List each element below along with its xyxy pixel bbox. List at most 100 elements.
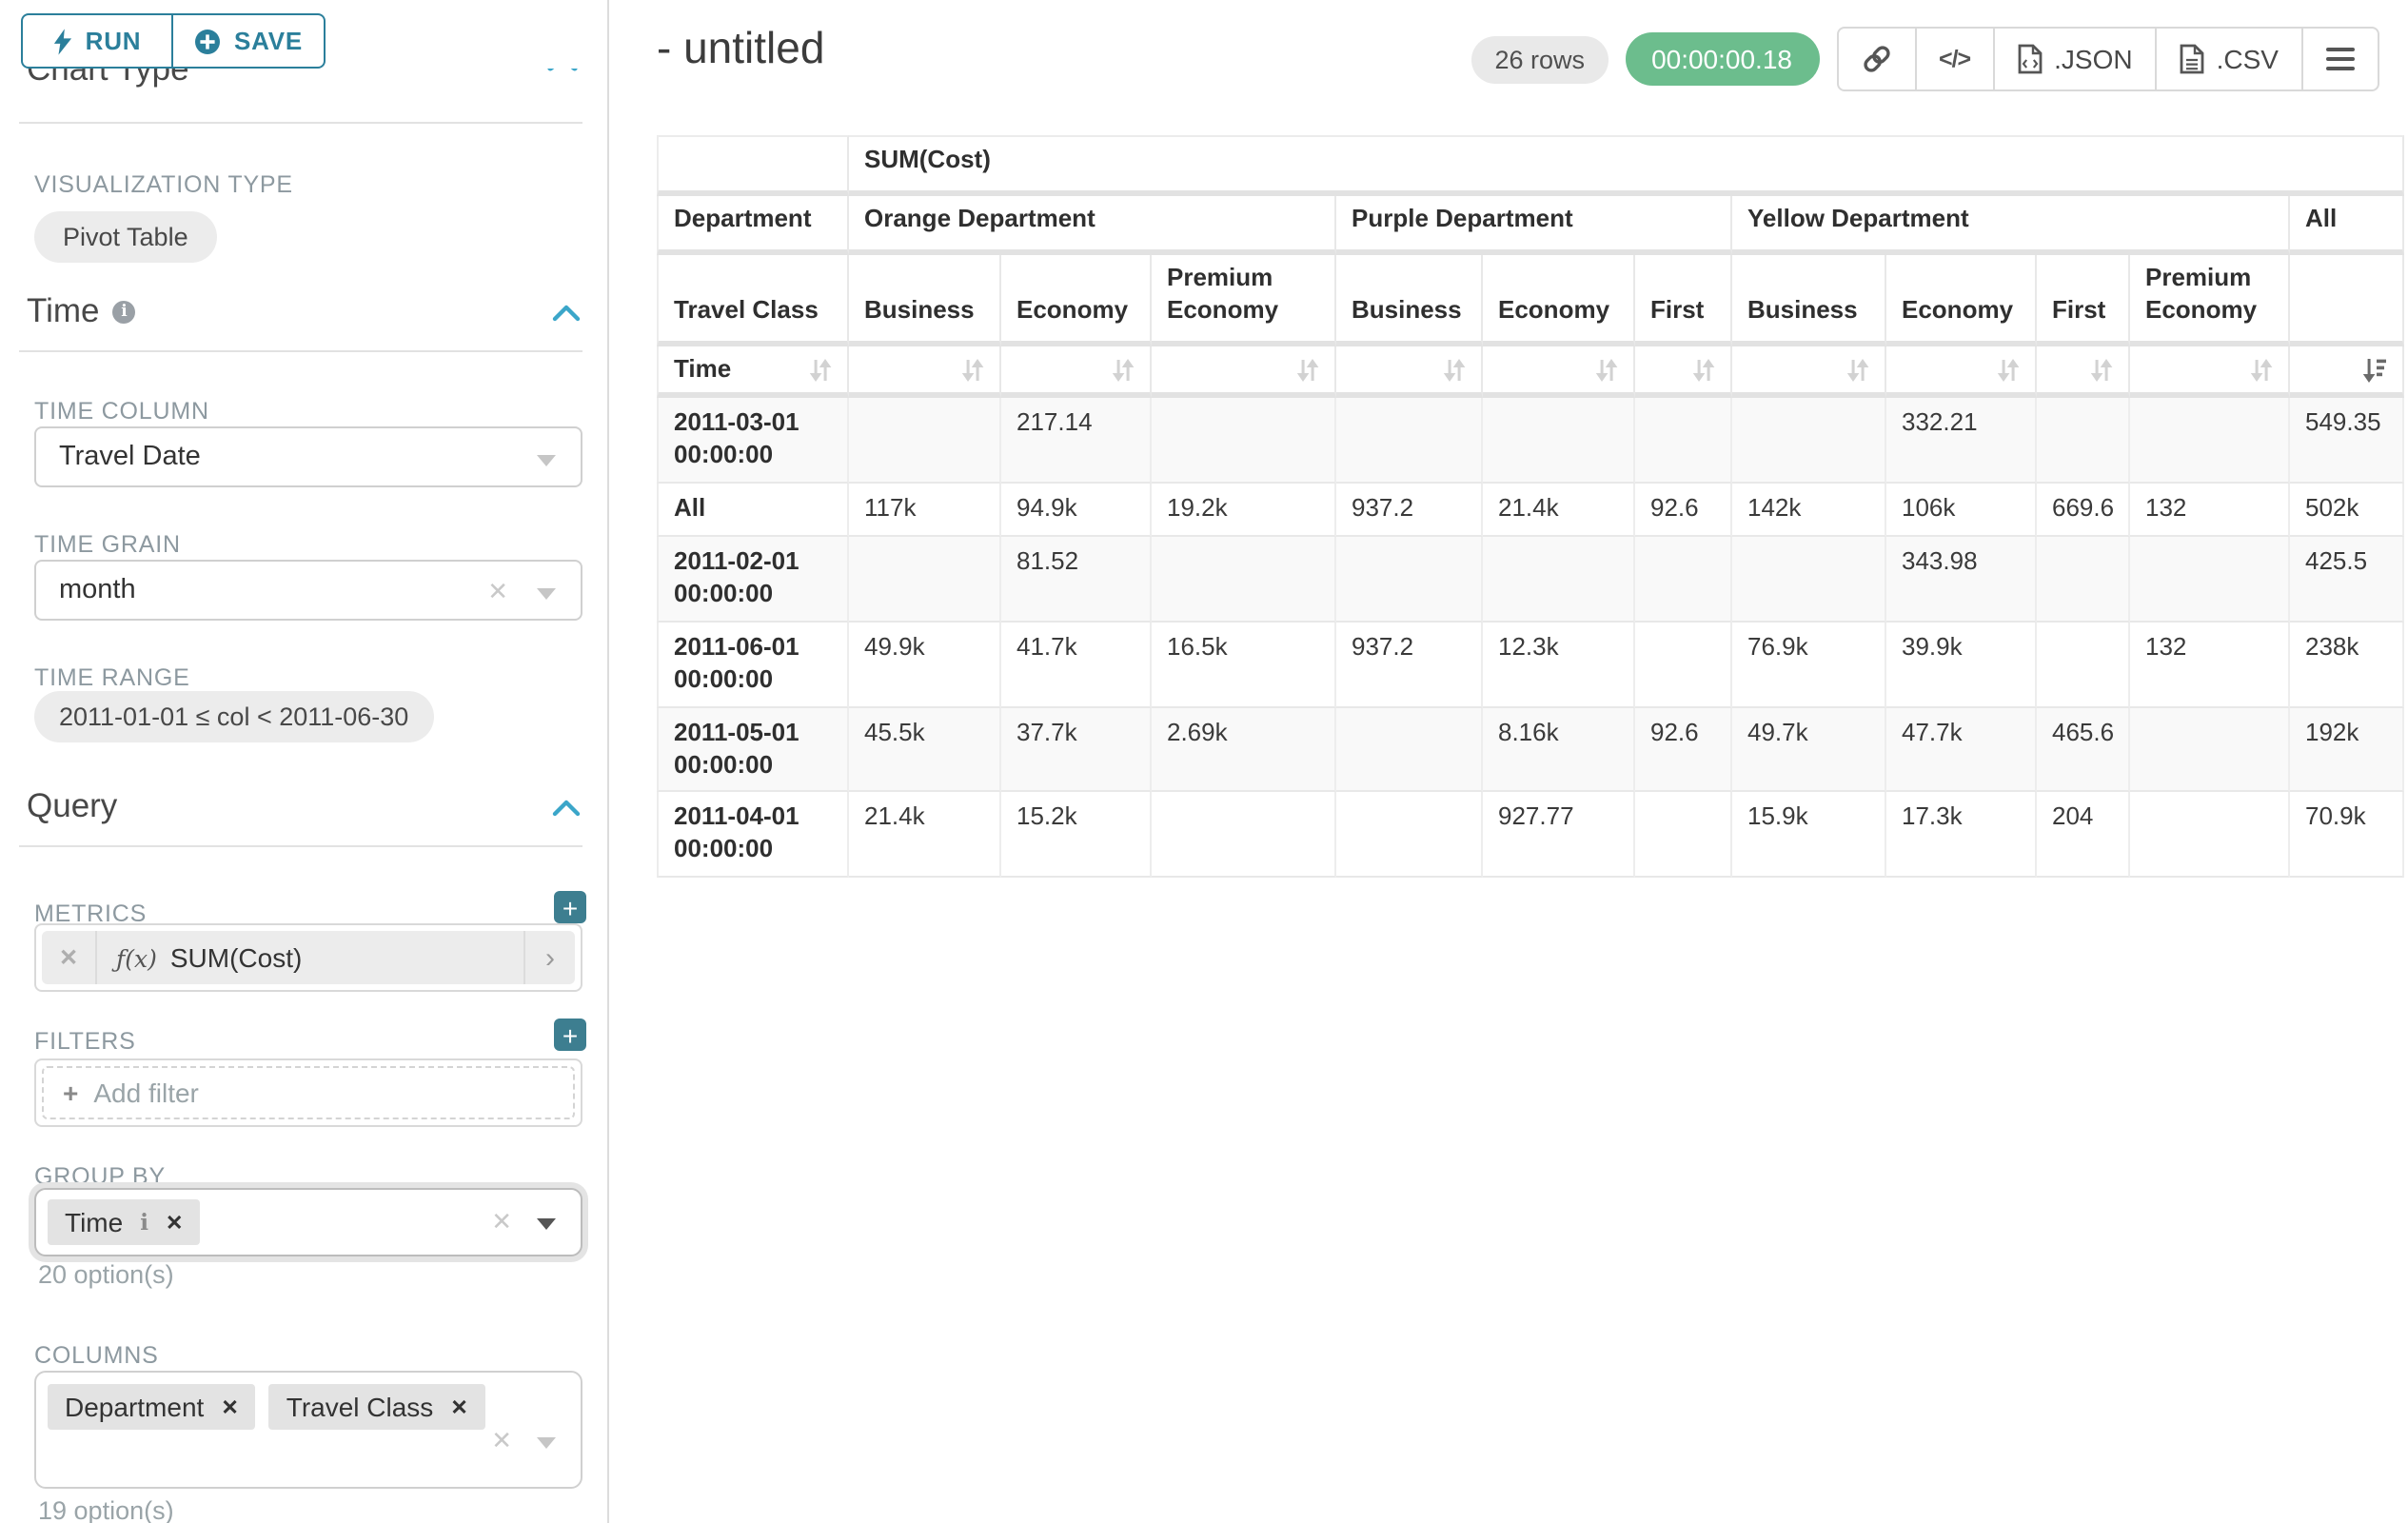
pivot-value-cell: 142k — [1732, 484, 1886, 538]
chip-label: Time — [65, 1207, 124, 1237]
metrics-control: ✕ ƒ(x) SUM(Cost) › — [34, 923, 582, 992]
expand-metric-icon[interactable]: › — [523, 931, 575, 984]
clear-icon[interactable]: ✕ — [491, 1426, 512, 1454]
sort-control[interactable] — [2037, 346, 2130, 399]
selected-option-chip[interactable]: Time i ✕ — [48, 1199, 201, 1245]
share-link-button[interactable] — [1838, 29, 1914, 89]
sort-control[interactable]: Time — [657, 346, 849, 399]
metric-name: SUM(Cost) — [169, 942, 303, 973]
info-icon: i — [140, 1209, 148, 1236]
collapse-chevron-up-icon[interactable] — [552, 305, 581, 322]
pivot-column-header: Economy — [1886, 254, 2037, 346]
info-icon: i — [112, 300, 136, 323]
remove-icon[interactable]: ✕ — [450, 1396, 468, 1419]
sort-control[interactable] — [1152, 346, 1336, 399]
control-panel-sidebar: Chart Type RUN SAVE VISUALIZATION TYPE — [0, 0, 609, 1523]
pivot-value-cell — [1152, 792, 1336, 879]
pivot-value-cell: 39.9k — [1886, 622, 2037, 708]
export-csv-button[interactable]: .CSV — [2155, 29, 2301, 89]
clear-icon[interactable]: ✕ — [487, 577, 508, 605]
plus-circle-icon — [194, 29, 220, 53]
group-by-select[interactable]: Time i ✕ ✕ — [34, 1188, 582, 1256]
add-filter-plus-button[interactable]: + — [554, 1019, 586, 1051]
pivot-corner-cell — [657, 135, 849, 196]
selected-option-chip[interactable]: Travel Class ✕ — [268, 1384, 485, 1430]
pivot-value-cell — [2130, 537, 2290, 623]
function-icon: ƒ(x) — [116, 943, 157, 972]
remove-icon[interactable]: ✕ — [221, 1396, 239, 1419]
time-grain-select[interactable]: month ✕ — [34, 560, 582, 621]
pivot-column-header: Economy — [1483, 254, 1635, 346]
filters-control: + Add filter — [34, 1058, 582, 1127]
view-query-button[interactable]: </> — [1914, 29, 1993, 89]
pivot-value-cell: 41.7k — [1001, 622, 1152, 708]
metric-chip[interactable]: ✕ ƒ(x) SUM(Cost) › — [42, 931, 575, 984]
run-button[interactable]: RUN — [21, 13, 173, 69]
add-metric-button[interactable]: + — [554, 891, 586, 923]
time-section-header[interactable]: Time i — [27, 291, 136, 331]
pivot-row-header: 2011-03-01 00:00:00 — [657, 398, 849, 485]
caret-down-icon[interactable] — [537, 1437, 556, 1449]
add-filter-button[interactable]: + Add filter — [42, 1066, 575, 1119]
sort-control[interactable] — [1483, 346, 1635, 399]
pivot-value-cell — [849, 537, 1001, 623]
table-row: 2011-05-01 00:00:00 45.5k 37.7k 2.69k 8.16k 92… — [657, 707, 2405, 793]
pivot-group-header: Orange Department — [849, 195, 1336, 255]
export-json-button[interactable]: .JSON — [1993, 29, 2155, 89]
sort-control[interactable] — [1886, 346, 2037, 399]
time-range-value[interactable]: 2011-01-01 ≤ col < 2011-06-30 — [34, 691, 434, 742]
pivot-value-cell: 937.2 — [1336, 484, 1483, 538]
pivot-value-cell — [1336, 707, 1483, 793]
pivot-value-cell — [1635, 792, 1732, 879]
chart-title[interactable]: - untitled — [657, 23, 825, 72]
pivot-value-cell: 94.9k — [1001, 484, 1152, 538]
clear-icon[interactable]: ✕ — [491, 1207, 512, 1236]
chart-header-controls: 26 rows 00:00:00.18 </> — [1471, 27, 2379, 91]
pivot-column-header: Business — [1732, 254, 1886, 346]
sort-control[interactable] — [1732, 346, 1886, 399]
table-row: 2011-03-01 00:00:00 217.14 332.21 549.35 — [657, 398, 2405, 485]
pivot-value-cell: 21.4k — [1483, 484, 1635, 538]
collapse-chevron-up-icon[interactable] — [552, 800, 581, 817]
sort-control[interactable] — [1336, 346, 1483, 399]
pivot-value-cell: 502k — [2290, 484, 2405, 538]
remove-metric-icon[interactable]: ✕ — [42, 931, 97, 984]
pivot-value-cell — [1635, 622, 1732, 708]
table-row: 2011-06-01 00:00:00 49.9k 41.7k 16.5k 937.2 12… — [657, 622, 2405, 708]
save-button-label: SAVE — [233, 27, 304, 55]
pivot-row-header: 2011-02-01 00:00:00 — [657, 537, 849, 623]
hamburger-icon — [2326, 47, 2355, 71]
pivot-value-cell: 204 — [2037, 792, 2130, 879]
pivot-column-header: Business — [849, 254, 1001, 346]
more-options-button[interactable] — [2301, 29, 2378, 89]
selected-option-chip[interactable]: Department ✕ — [48, 1384, 256, 1430]
visualization-type-value[interactable]: Pivot Table — [34, 211, 217, 263]
export-button-group: </> .JSON .CSV — [1836, 27, 2379, 91]
pivot-value-cell: 17.3k — [1886, 792, 2037, 879]
pivot-value-cell: 15.9k — [1732, 792, 1886, 879]
columns-select[interactable]: Department ✕ Travel Class ✕ ✕ — [34, 1371, 582, 1489]
save-button[interactable]: SAVE — [173, 13, 326, 69]
pivot-value-cell — [2130, 792, 2290, 879]
pivot-value-cell: 47.7k — [1886, 707, 2037, 793]
pivot-value-cell: 465.6 — [2037, 707, 2130, 793]
pivot-value-cell: 92.6 — [1635, 484, 1732, 538]
sort-control[interactable] — [1001, 346, 1152, 399]
query-section-header[interactable]: Query — [27, 786, 117, 826]
caret-down-icon[interactable] — [537, 1218, 556, 1230]
sort-control[interactable] — [849, 346, 1001, 399]
chart-panel: - untitled 26 rows 00:00:00.18 </> — [609, 0, 2408, 1523]
sort-control[interactable] — [2130, 346, 2290, 399]
pivot-value-cell: 37.7k — [1001, 707, 1152, 793]
pivot-value-cell — [2037, 537, 2130, 623]
pivot-table-container: SUM(Cost) Department Orange Department Purp… — [657, 135, 2405, 879]
remove-icon[interactable]: ✕ — [165, 1212, 184, 1235]
sort-control[interactable] — [2290, 346, 2405, 399]
sort-control[interactable] — [1635, 346, 1732, 399]
export-csv-label: .CSV — [2216, 44, 2279, 74]
time-column-label: TIME COLUMN — [34, 398, 209, 425]
chip-label: Travel Class — [286, 1392, 434, 1422]
pivot-value-cell: 49.7k — [1732, 707, 1886, 793]
time-column-select[interactable]: Travel Date — [34, 426, 582, 487]
